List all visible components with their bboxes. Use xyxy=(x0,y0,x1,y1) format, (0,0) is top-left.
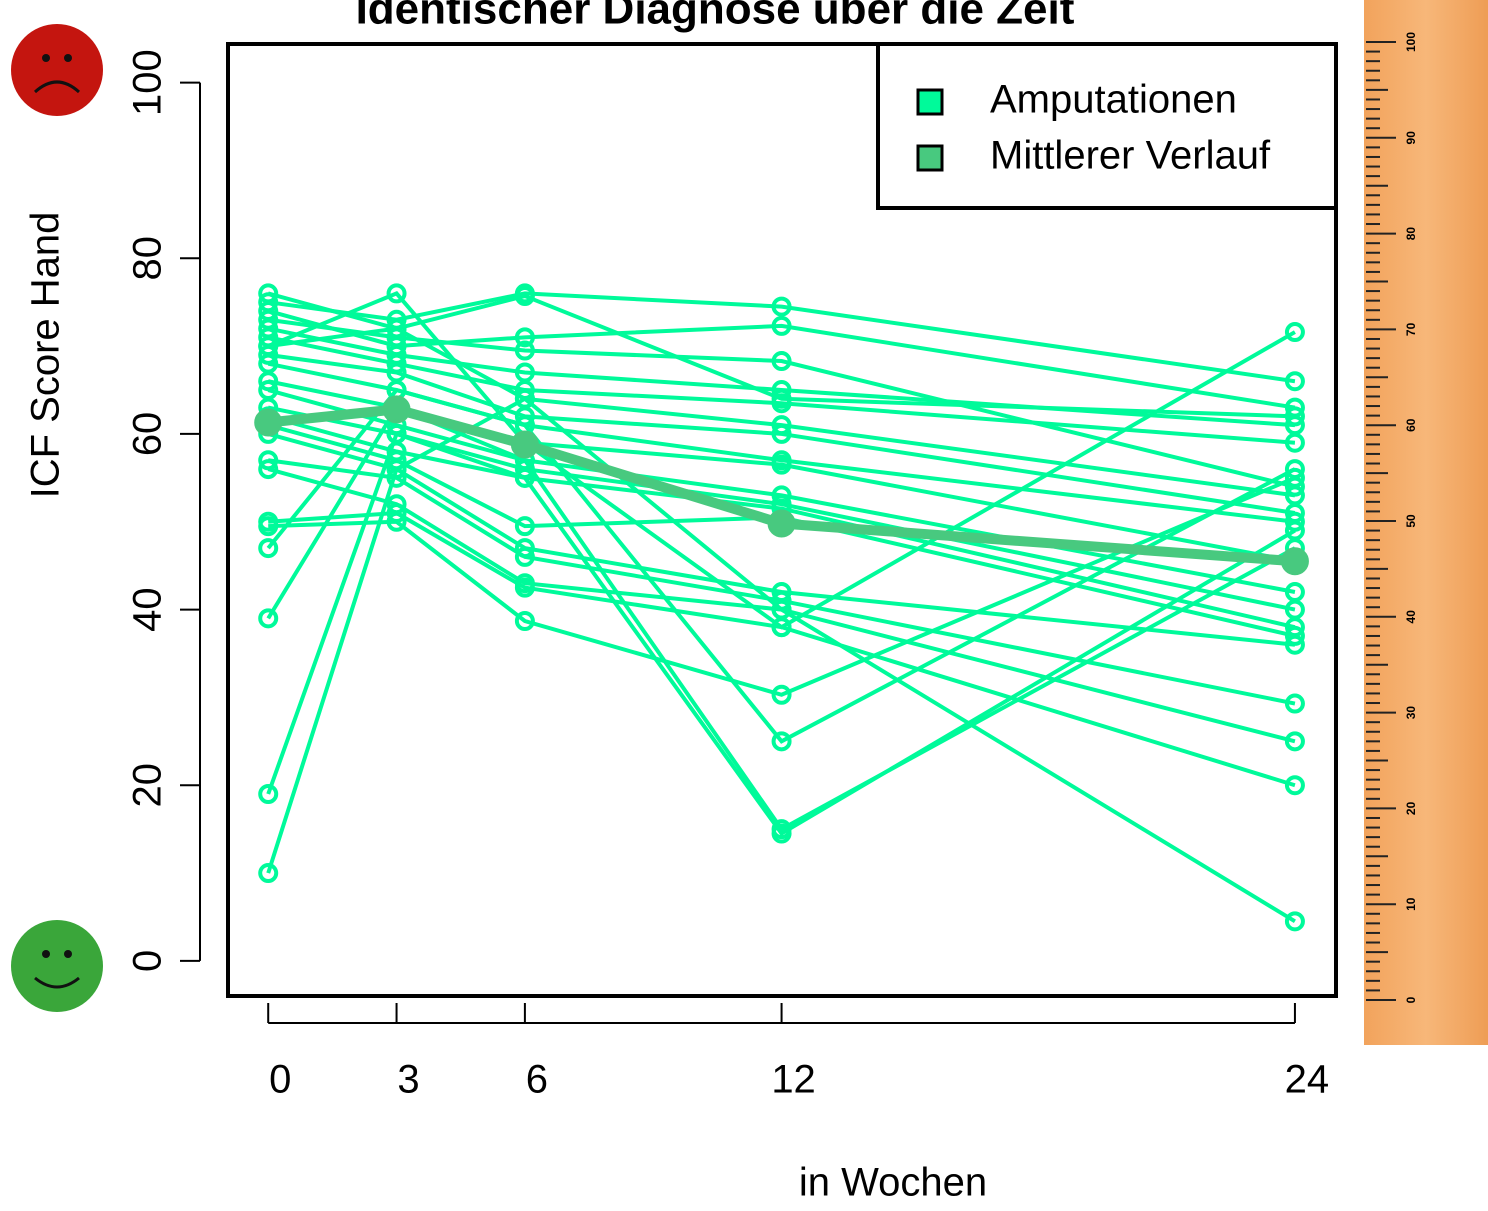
patient-point xyxy=(1284,731,1305,752)
patient-point xyxy=(386,283,407,304)
patient-point xyxy=(1284,775,1305,796)
patient-point xyxy=(1284,911,1305,932)
patient-point xyxy=(514,340,535,361)
patient-point xyxy=(1284,459,1305,480)
ruler-label: 0 xyxy=(1404,996,1418,1003)
patient-point xyxy=(514,546,535,567)
patient-line xyxy=(266,431,1296,837)
ruler-label: 60 xyxy=(1404,418,1418,432)
patient-point xyxy=(771,617,792,638)
ruler: 0 10 20 30 40 50 60 70 80 90 100 xyxy=(1364,0,1488,1045)
patient-point xyxy=(514,516,535,537)
patient-point xyxy=(771,296,792,317)
patient-line xyxy=(267,458,1296,706)
patient-line xyxy=(268,476,1296,697)
chart-title: Identischer Diagnose über die Zeit xyxy=(356,0,1075,34)
patient-point xyxy=(258,608,279,629)
x-tick-label: 12 xyxy=(771,1058,816,1102)
legend-swatch xyxy=(916,144,944,172)
sad-face xyxy=(11,24,103,116)
patient-line xyxy=(266,405,1296,832)
y-tick-label: 0 xyxy=(126,950,170,972)
patient-point xyxy=(514,283,535,304)
patient-point xyxy=(514,577,535,598)
patient-point xyxy=(258,371,279,392)
ruler-label: 80 xyxy=(1404,227,1418,241)
y-axis-label: ICF Score Hand xyxy=(24,212,68,499)
patient-point xyxy=(1284,693,1305,714)
patient-point xyxy=(258,450,279,471)
patient-line xyxy=(266,396,1296,924)
mean-point xyxy=(382,395,411,424)
patient-point xyxy=(771,454,792,475)
y-tick-label: 80 xyxy=(126,236,170,281)
mean-point xyxy=(254,408,283,437)
patient-point xyxy=(514,388,535,409)
patient-point xyxy=(514,327,535,348)
patient-point xyxy=(386,318,407,339)
patient-point xyxy=(1284,322,1305,343)
patient-line xyxy=(267,291,1296,384)
y-tick-label: 40 xyxy=(126,587,170,632)
y-tick-label: 20 xyxy=(126,763,170,808)
patient-point xyxy=(258,459,279,480)
legend-label: Amputationen xyxy=(990,78,1237,122)
patient-point xyxy=(771,351,792,372)
patient-point xyxy=(258,784,279,805)
ruler-label: 100 xyxy=(1404,32,1418,52)
ruler-label: 90 xyxy=(1404,131,1418,145)
x-axis-label: in Wochen xyxy=(799,1161,987,1205)
patient-point xyxy=(1284,511,1305,532)
patient-point xyxy=(514,467,535,488)
patient-point xyxy=(1284,520,1305,541)
ruler-label: 20 xyxy=(1404,801,1418,815)
legend-box xyxy=(876,42,1338,210)
patient-point xyxy=(386,511,407,532)
patient-point xyxy=(771,423,792,444)
ruler-label: 50 xyxy=(1404,514,1418,528)
patient-point xyxy=(1284,634,1305,655)
plot-frame xyxy=(226,42,1338,998)
patient-point xyxy=(258,344,279,365)
mean-point xyxy=(510,430,539,459)
x-tick-label: 3 xyxy=(397,1058,419,1102)
patient-point xyxy=(386,423,407,444)
x-tick-label: 24 xyxy=(1285,1058,1330,1102)
mean-point xyxy=(1280,547,1309,576)
patient-line xyxy=(267,326,1296,428)
patient-line xyxy=(267,423,1296,638)
patient-point xyxy=(1284,371,1305,392)
ruler-label: 40 xyxy=(1404,610,1418,624)
patient-point xyxy=(771,393,792,414)
y-tick-label: 60 xyxy=(126,412,170,457)
patient-line xyxy=(267,467,1296,744)
patient-line xyxy=(266,387,1296,744)
legend-label: Mittlerer Verlauf xyxy=(990,134,1271,178)
patient-point xyxy=(258,336,279,357)
patient-point xyxy=(771,823,792,844)
patient-point xyxy=(514,610,535,631)
y-tick-label: 100 xyxy=(126,49,170,116)
legend-swatch xyxy=(916,88,944,116)
ruler-label: 30 xyxy=(1404,706,1418,720)
patient-point xyxy=(258,863,279,884)
patient-point xyxy=(771,731,792,752)
patient-point xyxy=(771,684,792,705)
patient-point xyxy=(771,315,792,336)
x-tick-label: 0 xyxy=(269,1058,291,1102)
ruler-label: 70 xyxy=(1404,322,1418,336)
mean-point xyxy=(767,509,796,538)
patient-line xyxy=(268,510,1296,788)
patient-point xyxy=(258,516,279,537)
ruler-label: 10 xyxy=(1404,897,1418,911)
patient-point xyxy=(386,459,407,480)
patient-point xyxy=(1284,432,1305,453)
patient-point xyxy=(258,538,279,559)
happy-face xyxy=(11,920,103,1012)
patient-point xyxy=(771,380,792,401)
x-tick-label: 6 xyxy=(526,1058,548,1102)
